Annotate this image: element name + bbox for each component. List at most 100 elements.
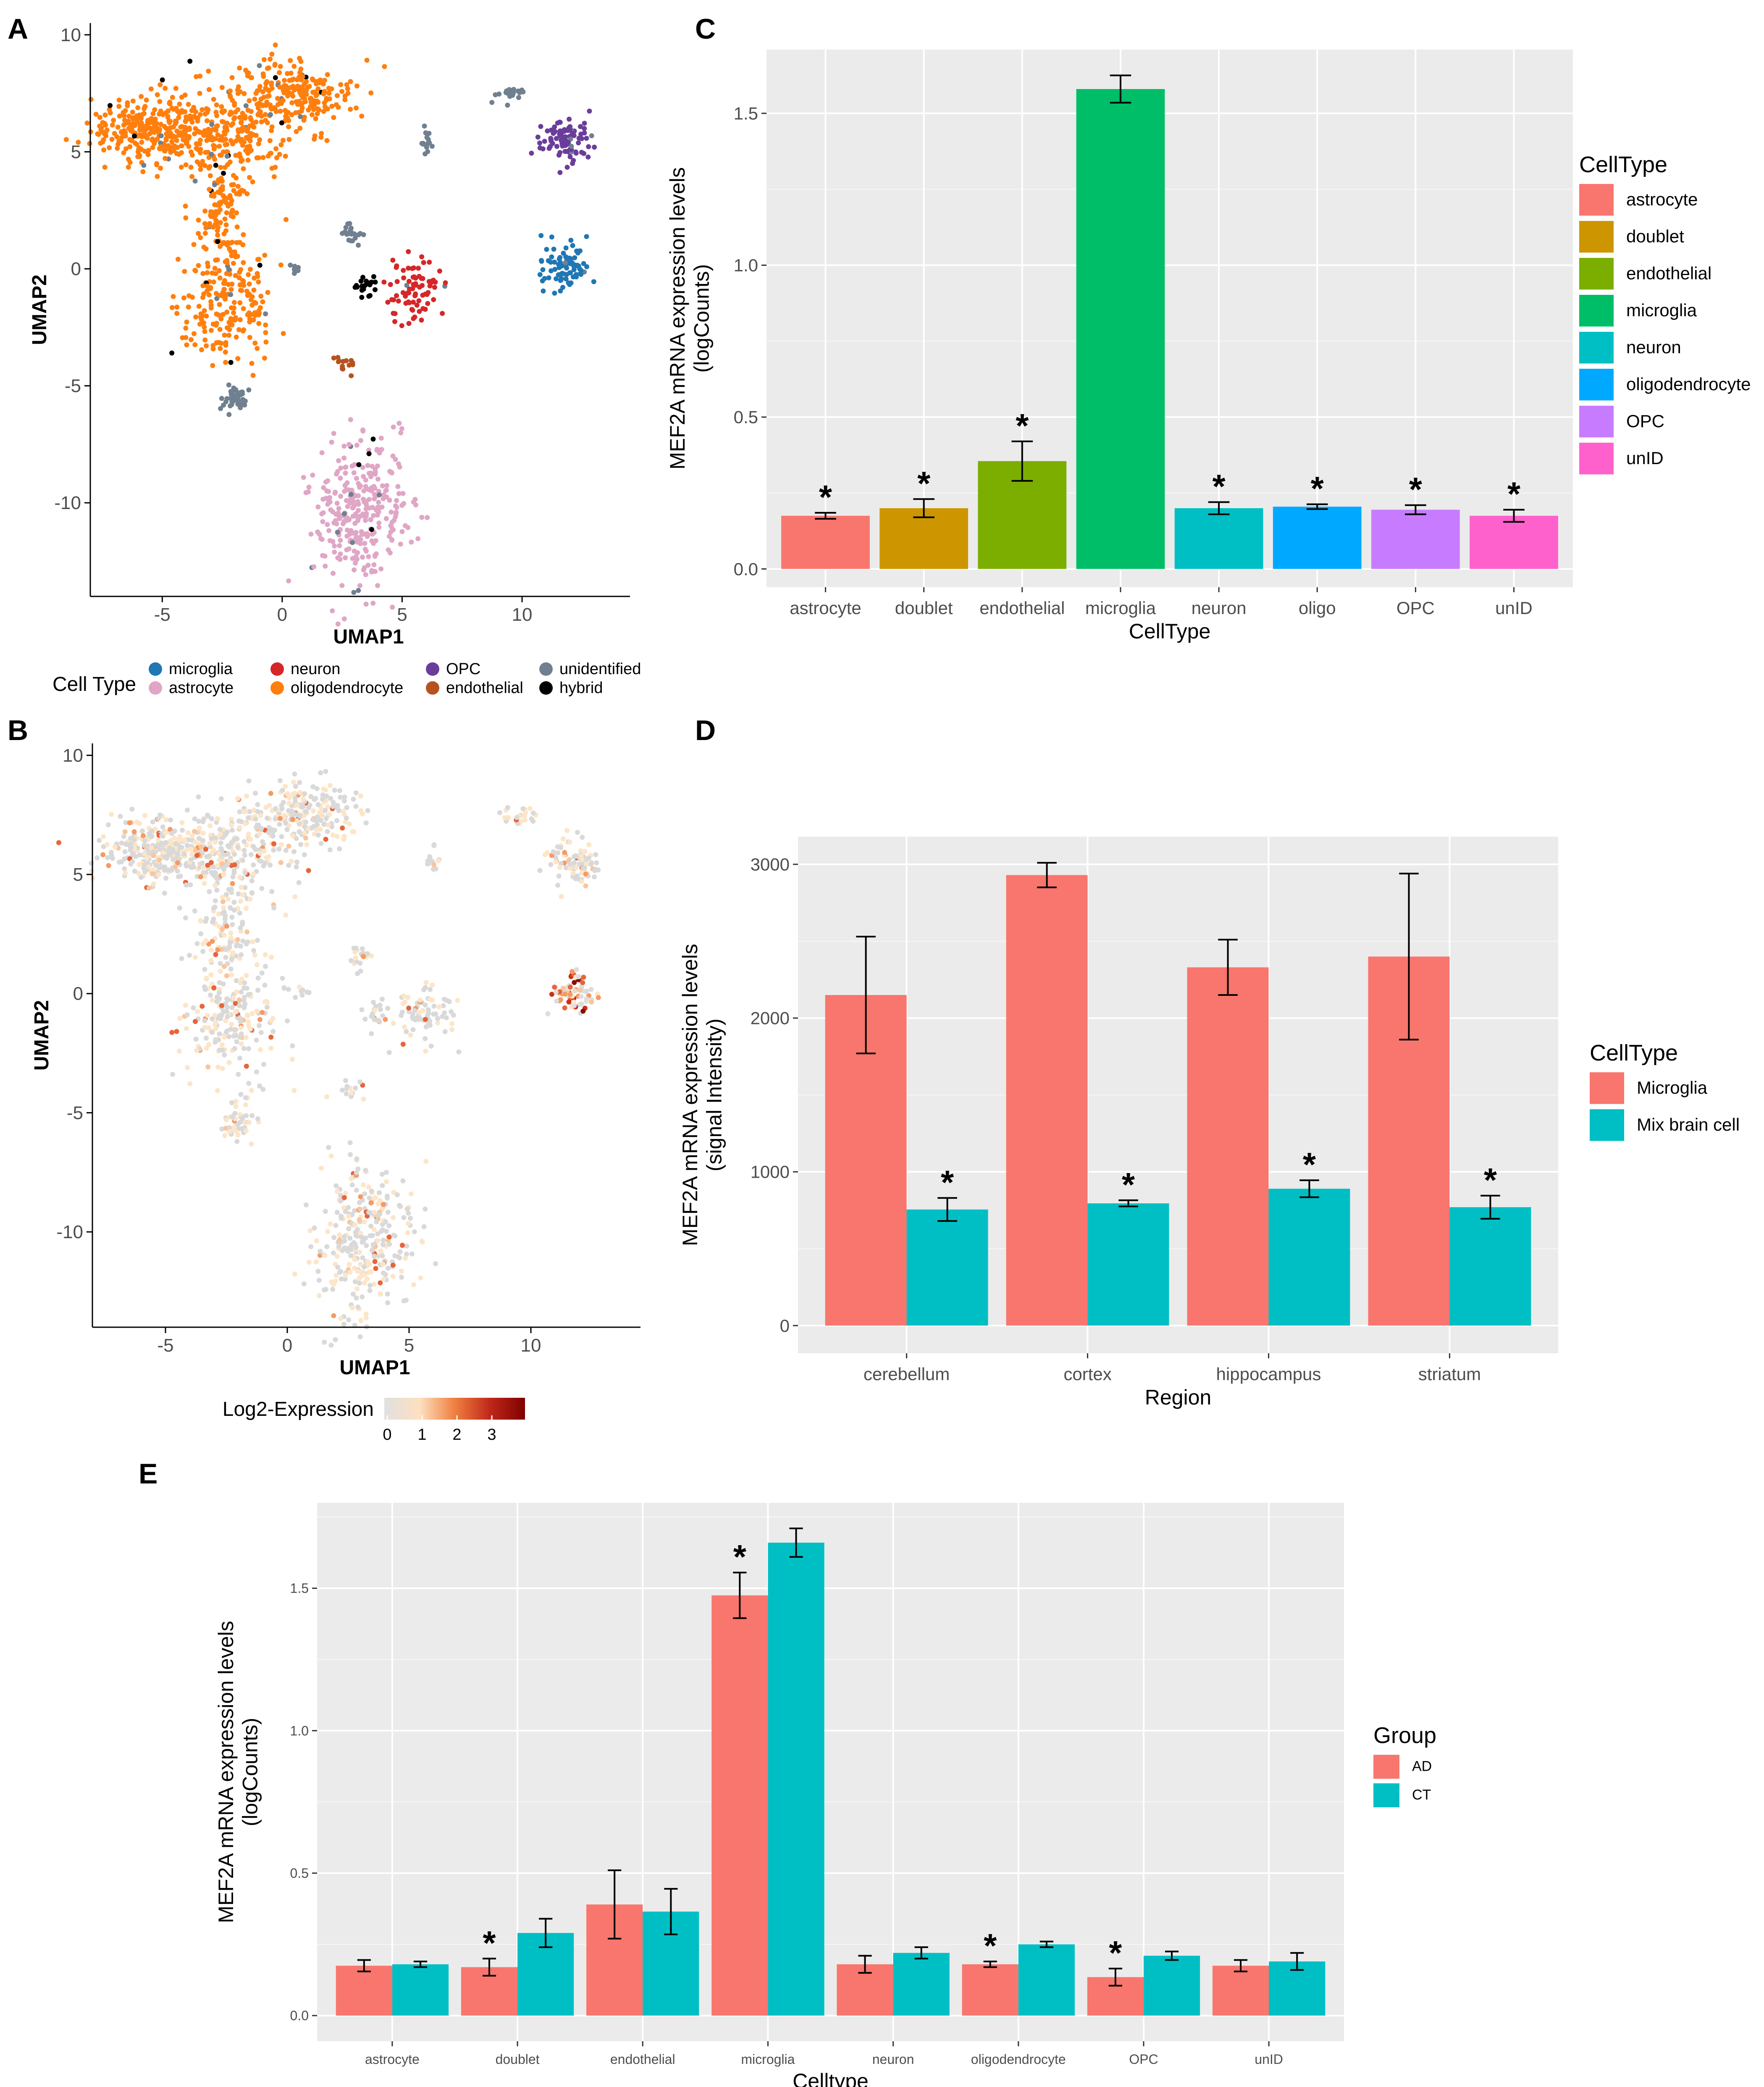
umap-b-point — [341, 1205, 346, 1210]
umap-a-point — [284, 217, 289, 222]
umap-b-point — [291, 811, 297, 817]
umap-a-point — [327, 538, 333, 543]
umap-b-point — [310, 784, 316, 790]
umap-b-point — [234, 1129, 239, 1134]
umap-b-point — [431, 862, 436, 867]
umap-a-point — [419, 318, 424, 323]
bar-d-bar — [1006, 875, 1088, 1326]
umap-b-point — [200, 941, 206, 947]
umap-a-point — [235, 107, 241, 113]
umap-a-legend-key — [270, 681, 284, 695]
umap-a-point — [413, 291, 418, 297]
umap-b-point — [228, 966, 234, 972]
bar-c-legend-key — [1579, 443, 1614, 475]
umap-a-legend-key — [539, 662, 553, 676]
umap-b-point — [406, 1005, 412, 1011]
umap-a-point — [558, 277, 564, 283]
umap-b-point — [386, 1265, 391, 1271]
umap-b-point — [196, 794, 201, 800]
umap-a-point — [391, 297, 396, 302]
umap-b-point — [308, 794, 314, 799]
bar-c-x-tick-label: unID — [1495, 598, 1533, 618]
umap-a-point — [273, 42, 278, 48]
umap-a-point — [586, 144, 591, 150]
bar-e-significance-star: * — [483, 1924, 496, 1961]
umap-a-point — [212, 127, 217, 132]
umap-a-point — [215, 228, 220, 233]
umap-a-point — [199, 347, 204, 352]
umap-a-point — [206, 68, 211, 74]
umap-a-point — [338, 475, 343, 481]
umap-b-point — [327, 812, 332, 817]
umap-a-point — [350, 505, 356, 510]
umap-b-point — [303, 809, 309, 814]
umap-b-point — [553, 990, 559, 995]
umap-a-point — [247, 138, 253, 144]
umap-b-point — [369, 1189, 374, 1194]
umap-b-point — [223, 947, 228, 952]
umap-a-point — [289, 100, 295, 105]
umap-a-point — [366, 554, 371, 559]
umap-b-point — [285, 791, 290, 796]
umap-a-point — [226, 382, 231, 388]
umap-a-point — [332, 491, 338, 496]
umap-a-point — [294, 129, 299, 134]
umap-b-x-axis-title: UMAP1 — [339, 1357, 410, 1379]
umap-b-point — [258, 1030, 264, 1035]
umap-a-point — [217, 275, 223, 281]
umap-b-point — [318, 818, 323, 823]
umap-b-point — [362, 1272, 367, 1277]
umap-a-point — [368, 517, 373, 522]
umap-b-point — [577, 1002, 583, 1007]
umap-a-point — [537, 140, 543, 146]
umap-a-point — [168, 125, 173, 131]
umap-a-point — [277, 70, 282, 75]
umap-b-point — [170, 857, 176, 862]
umap-b-point — [331, 800, 336, 805]
umap-a-point — [257, 263, 262, 268]
umap-a-point — [244, 289, 249, 294]
umap-b-point — [163, 875, 168, 881]
umap-b-point — [248, 1026, 253, 1032]
umap-a-point — [196, 263, 201, 268]
umap-b-point — [246, 1046, 251, 1051]
umap-a-point — [344, 480, 350, 486]
umap-a-point — [158, 82, 163, 87]
umap-a-point — [344, 358, 349, 363]
umap-a-point — [215, 232, 220, 238]
umap-b-point — [202, 874, 207, 879]
umap-b-point — [343, 819, 348, 825]
umap-a-point — [84, 121, 90, 126]
umap-a-point — [204, 132, 209, 137]
umap-b-point — [240, 938, 246, 944]
umap-b-point — [402, 1024, 407, 1029]
umap-a-point — [228, 287, 234, 292]
umap-a-point — [167, 147, 172, 152]
umap-a-point — [189, 174, 195, 179]
bar-c-significance-star: * — [1507, 475, 1521, 513]
umap-b-point — [564, 828, 570, 833]
umap-b-point — [328, 1221, 333, 1227]
umap-b-point — [342, 1276, 348, 1282]
umap-a-point — [399, 323, 404, 328]
umap-a-point — [150, 145, 155, 150]
umap-b-point — [200, 865, 206, 870]
umap-b-point — [582, 849, 588, 854]
umap-a-point — [117, 113, 122, 119]
umap-b-point — [200, 1003, 205, 1009]
umap-a-point — [420, 306, 426, 311]
umap-b-point — [209, 816, 214, 822]
umap-a-point — [373, 279, 378, 285]
umap-b-point — [213, 1040, 218, 1045]
umap-b-point — [323, 1209, 328, 1214]
umap-b-point — [257, 1023, 262, 1028]
umap-b-point — [380, 1183, 385, 1188]
umap-b-point — [337, 788, 343, 793]
umap-a-point — [175, 145, 180, 150]
umap-a-point — [252, 97, 257, 102]
umap-b-point — [159, 833, 165, 838]
umap-b-point — [433, 866, 438, 872]
umap-b-point — [559, 894, 564, 899]
umap-a-point — [315, 111, 320, 116]
umap-b-point — [572, 854, 577, 859]
